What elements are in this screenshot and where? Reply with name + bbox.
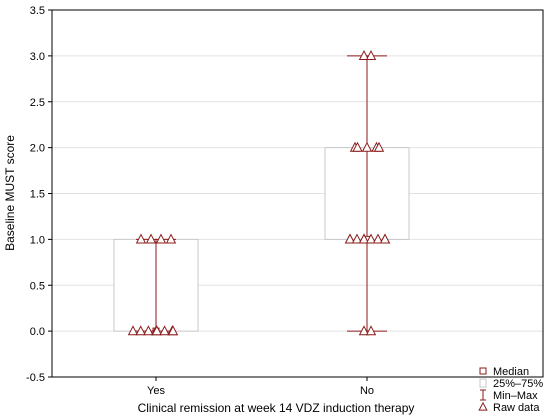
y-axis-title: Baseline MUST score (3, 135, 17, 251)
legend-label: Min–Max (493, 390, 538, 402)
y-tick-label: 0.5 (30, 280, 45, 292)
raw-data-point (143, 325, 154, 336)
y-tick-label: 1.5 (30, 189, 45, 201)
x-tick-label: No (360, 385, 374, 397)
raw-data-point (379, 233, 391, 244)
raw-data-point (365, 49, 377, 60)
y-tick-label: 3.0 (30, 51, 45, 63)
raw-data-point (358, 49, 370, 60)
legend-label: Raw data (493, 402, 540, 414)
raw-data-point (135, 233, 147, 244)
raw-data-point (373, 141, 385, 152)
legend-median-symbol (479, 367, 487, 375)
raw-data-point (352, 141, 363, 152)
raw-data-point (167, 325, 179, 336)
y-tick-label: 3.5 (30, 5, 45, 17)
raw-data-point (344, 233, 356, 244)
raw-data-point (127, 325, 139, 336)
raw-data-points (127, 49, 391, 336)
x-tick-label: Yes (147, 385, 165, 397)
y-tick-label: 2.5 (30, 97, 45, 109)
legend-box-symbol (479, 378, 487, 388)
legend-raw-symbol (478, 401, 488, 411)
y-axis-ticks: -0.5 0.0 0.5 1.0 1.5 2.0 2.5 3.0 3.5 (26, 5, 52, 384)
y-tick-label: -0.5 (26, 372, 45, 384)
y-tick-label: 0.0 (30, 326, 45, 338)
raw-data-point (135, 325, 146, 336)
x-axis-title: Clinical remission at week 14 VDZ induct… (138, 401, 415, 415)
raw-data-point (151, 325, 163, 336)
raw-data-point (145, 233, 157, 244)
boxes (113, 55, 410, 335)
x-axis-ticks: Yes No (147, 377, 374, 397)
y-tick-label: 1.0 (30, 234, 45, 246)
raw-data-point (358, 325, 370, 336)
raw-data-point (159, 325, 170, 336)
legend-label: 25%–75% (493, 378, 543, 390)
raw-data-point (358, 233, 370, 244)
raw-data-point (155, 233, 167, 244)
y-tick-label: 2.0 (30, 143, 45, 155)
raw-data-point (372, 233, 384, 244)
raw-data-point (165, 233, 177, 244)
raw-data-point (351, 233, 363, 244)
legend-label: Median (493, 366, 529, 378)
raw-data-point (365, 325, 377, 336)
raw-data-point (365, 233, 377, 244)
raw-data-point (361, 141, 373, 152)
